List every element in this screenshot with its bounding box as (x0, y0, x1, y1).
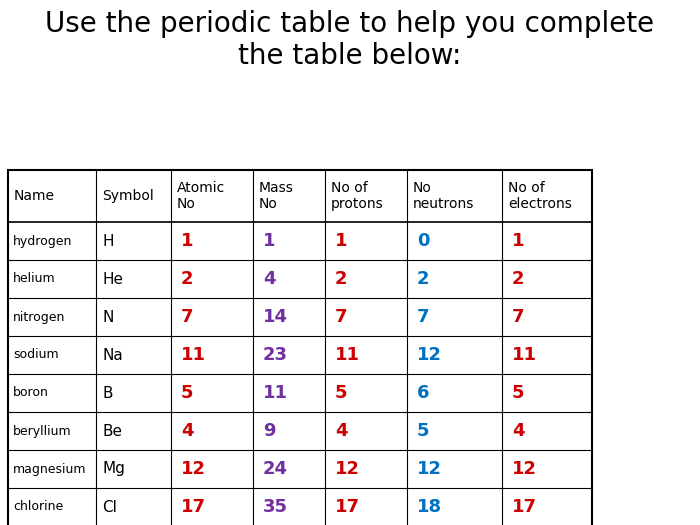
Text: 2: 2 (417, 270, 430, 288)
Text: 35: 35 (263, 498, 288, 516)
Text: 23: 23 (263, 346, 288, 364)
Text: 4: 4 (335, 422, 347, 440)
Text: 7: 7 (335, 308, 347, 326)
Text: 4: 4 (181, 422, 193, 440)
Text: 4: 4 (263, 270, 276, 288)
Text: 5: 5 (181, 384, 193, 402)
Text: Na: Na (102, 348, 122, 362)
Text: 1: 1 (263, 232, 276, 250)
Text: 7: 7 (181, 308, 193, 326)
Text: 2: 2 (181, 270, 193, 288)
Text: 12: 12 (417, 460, 442, 478)
Text: 12: 12 (181, 460, 206, 478)
Text: 6: 6 (417, 384, 430, 402)
Text: Cl: Cl (102, 499, 117, 514)
Text: 24: 24 (263, 460, 288, 478)
Text: 2: 2 (512, 270, 524, 288)
Text: helium: helium (13, 272, 55, 286)
Text: No
neutrons: No neutrons (413, 181, 475, 211)
Text: Symbol: Symbol (102, 189, 154, 203)
Text: nitrogen: nitrogen (13, 310, 65, 323)
Text: 7: 7 (512, 308, 524, 326)
Text: No of
electrons: No of electrons (508, 181, 572, 211)
Text: 5: 5 (417, 422, 430, 440)
Text: 1: 1 (181, 232, 193, 250)
Text: H: H (102, 234, 113, 248)
Text: 0: 0 (417, 232, 430, 250)
Text: Be: Be (102, 424, 122, 438)
Text: 14: 14 (263, 308, 288, 326)
Text: Name: Name (14, 189, 55, 203)
Text: Mg: Mg (102, 461, 125, 477)
Text: B: B (102, 385, 113, 401)
Text: No of
protons: No of protons (331, 181, 384, 211)
Text: 1: 1 (335, 232, 347, 250)
Text: 17: 17 (335, 498, 360, 516)
Text: 5: 5 (512, 384, 524, 402)
Text: 9: 9 (263, 422, 276, 440)
Text: He: He (102, 271, 123, 287)
Text: 11: 11 (335, 346, 360, 364)
Text: 2: 2 (335, 270, 347, 288)
Text: 12: 12 (417, 346, 442, 364)
Bar (8, 170, 592, 525)
Text: Use the periodic table to help you complete
the table below:: Use the periodic table to help you compl… (46, 10, 655, 70)
Text: boron: boron (13, 386, 49, 400)
Text: 1: 1 (512, 232, 524, 250)
Text: 17: 17 (181, 498, 206, 516)
Text: 4: 4 (512, 422, 524, 440)
Text: chlorine: chlorine (13, 500, 63, 513)
Text: beryllium: beryllium (13, 425, 71, 437)
Text: 11: 11 (181, 346, 206, 364)
Text: 12: 12 (335, 460, 360, 478)
Text: hydrogen: hydrogen (13, 235, 72, 247)
Text: 12: 12 (512, 460, 537, 478)
Text: magnesium: magnesium (13, 463, 87, 476)
Text: 7: 7 (417, 308, 430, 326)
Text: N: N (102, 310, 113, 324)
Text: sodium: sodium (13, 349, 59, 362)
Text: Mass
No: Mass No (259, 181, 294, 211)
Text: 5: 5 (335, 384, 347, 402)
Text: 17: 17 (512, 498, 537, 516)
Text: 18: 18 (417, 498, 442, 516)
Text: 11: 11 (263, 384, 288, 402)
Text: 11: 11 (512, 346, 537, 364)
Text: Atomic
No: Atomic No (177, 181, 225, 211)
